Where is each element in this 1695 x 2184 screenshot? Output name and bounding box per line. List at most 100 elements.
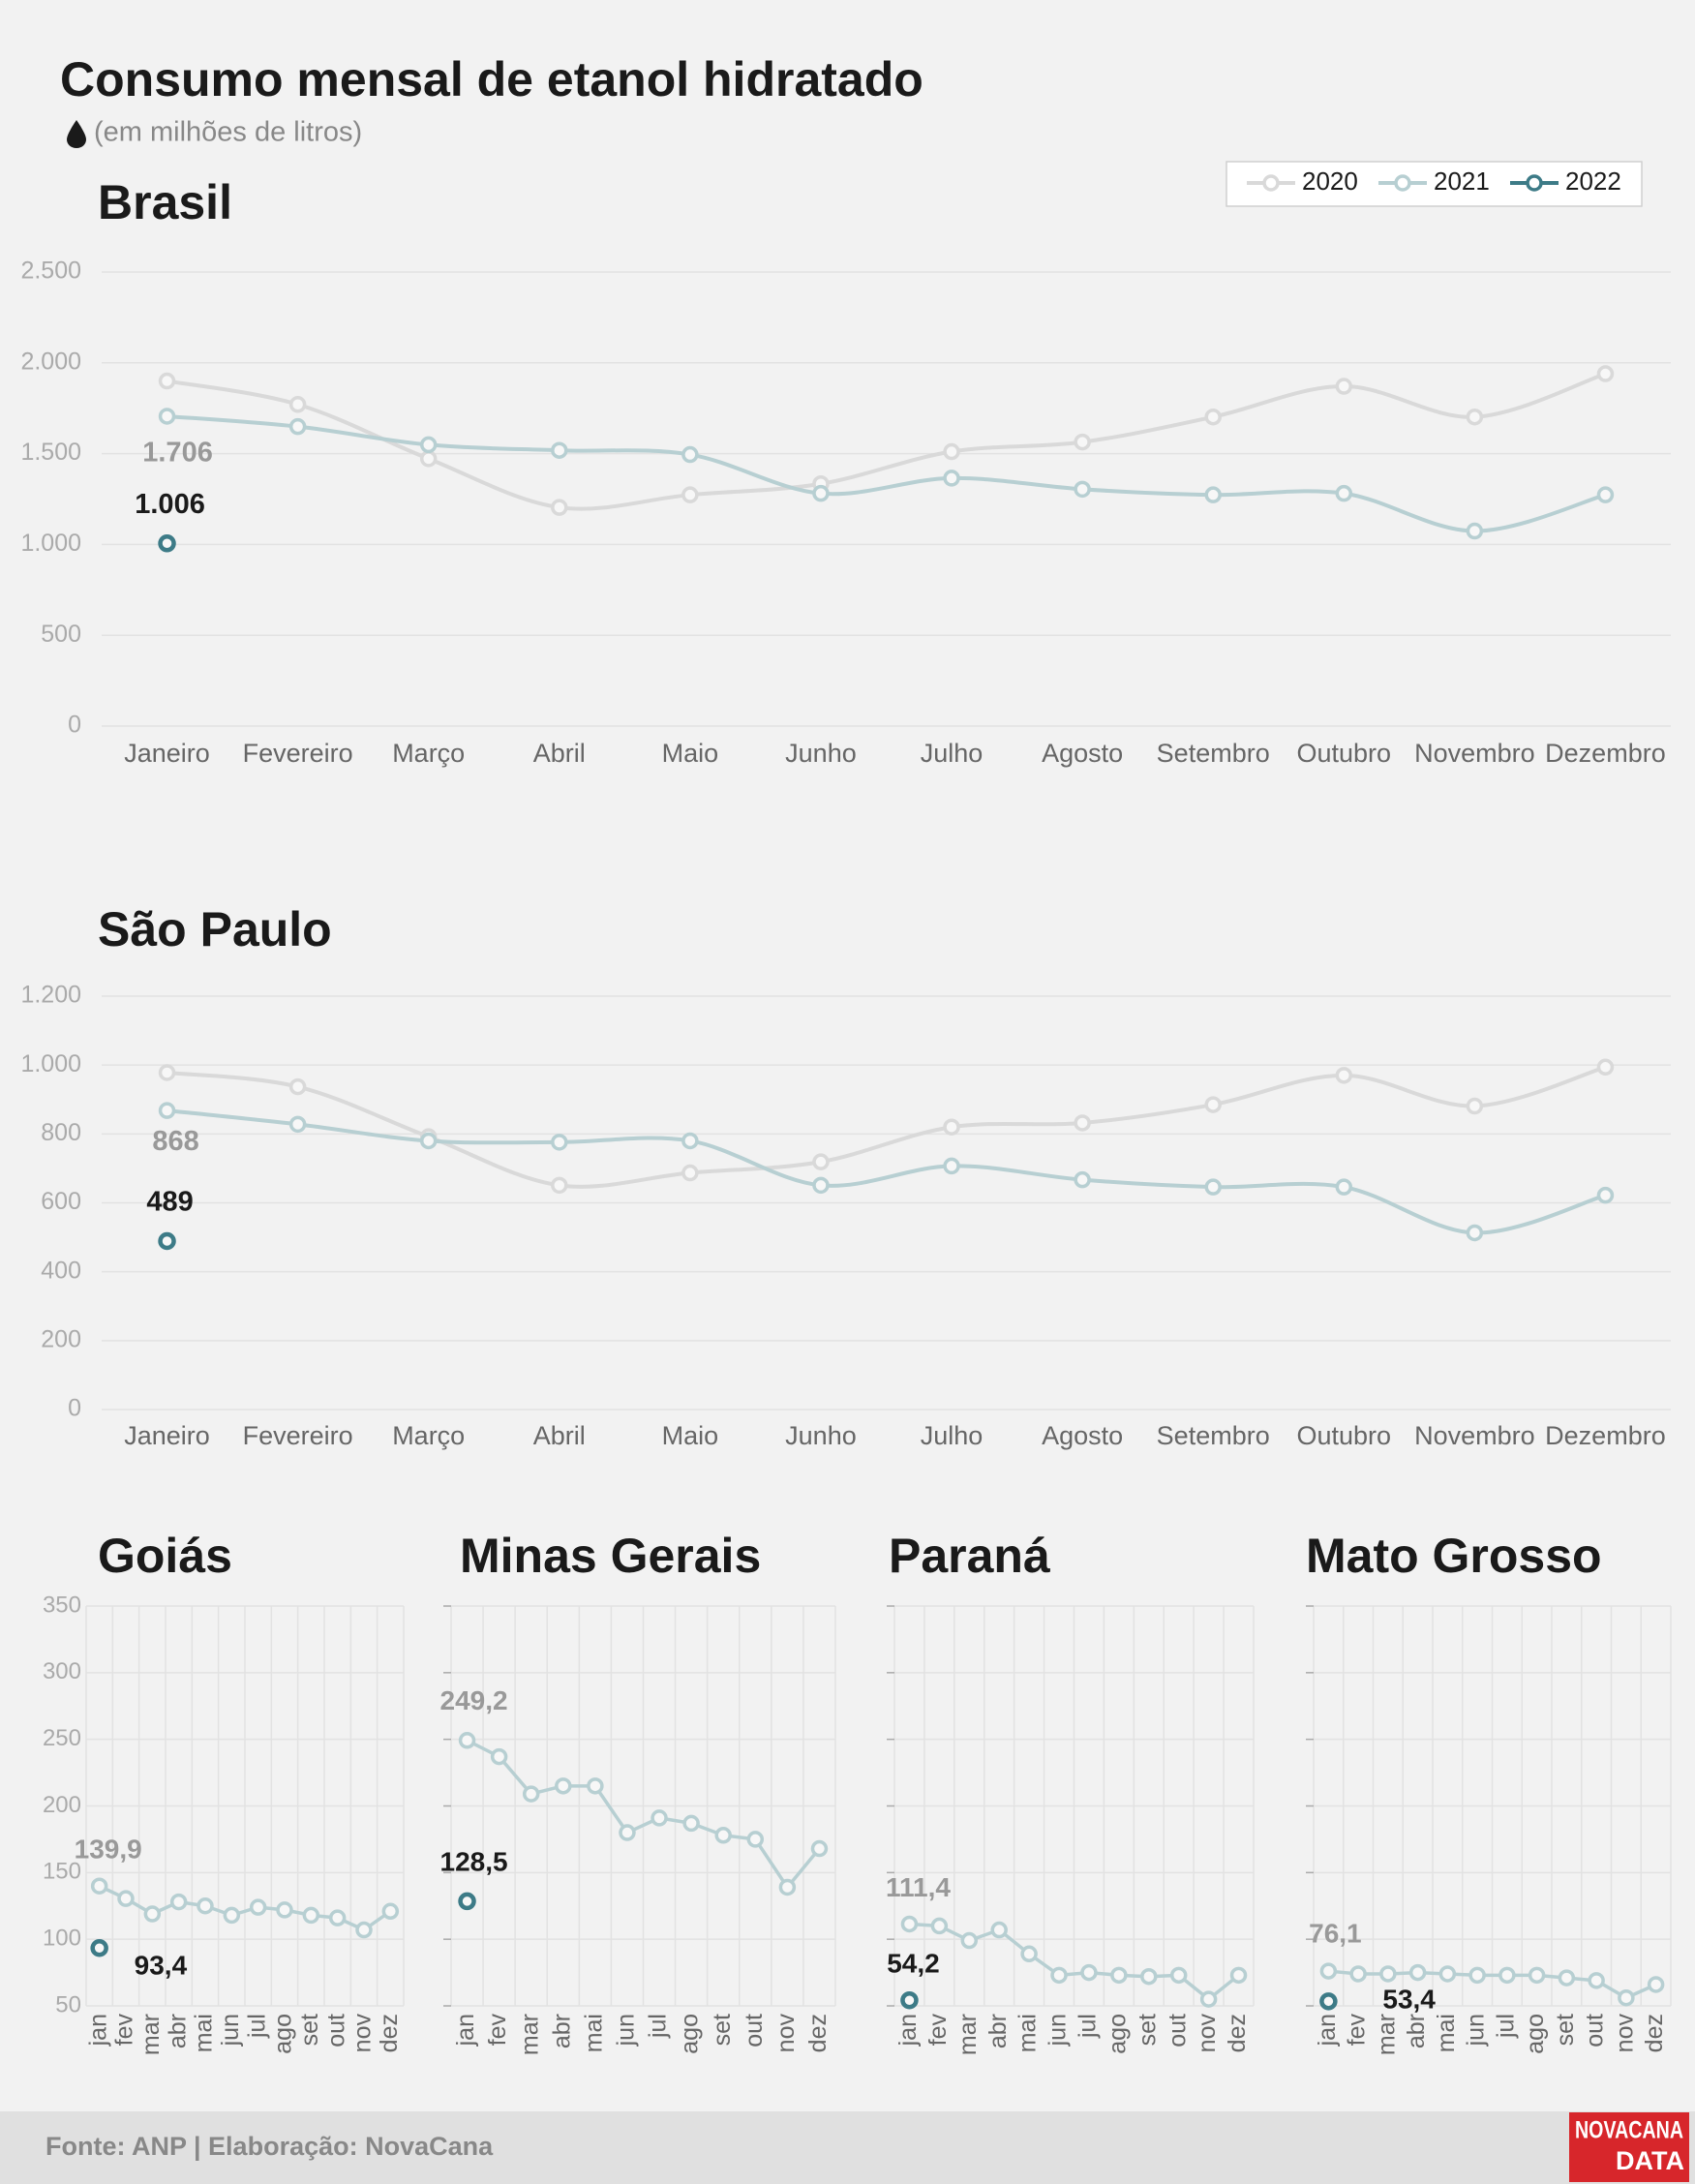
data-label: 54,2 bbox=[887, 1949, 940, 1979]
x-tick-label: Abril bbox=[533, 739, 586, 768]
data-point bbox=[1110, 1966, 1128, 1985]
x-tick-label: Maio bbox=[662, 739, 719, 768]
data-point bbox=[419, 1132, 438, 1150]
data-point bbox=[1596, 365, 1615, 382]
y-tick-label: 2.000 bbox=[20, 348, 81, 375]
y-tick-label: 50 bbox=[55, 1991, 81, 2017]
data-point bbox=[302, 1906, 320, 1925]
page-title: Consumo mensal de etanol hidratado bbox=[60, 52, 923, 106]
data-point bbox=[943, 442, 960, 461]
x-tick-label: Dezembro bbox=[1545, 1421, 1666, 1450]
x-tick-label: Outubro bbox=[1297, 1421, 1392, 1450]
x-tick-label: out bbox=[1164, 2014, 1191, 2048]
chart-title: Paraná bbox=[889, 1529, 1050, 1583]
footer-bar bbox=[0, 2111, 1695, 2184]
data-label: 868 bbox=[152, 1126, 198, 1157]
x-tick-label: Outubro bbox=[1297, 739, 1392, 768]
data-point bbox=[943, 1157, 960, 1175]
data-point bbox=[288, 1077, 307, 1096]
data-point bbox=[1335, 484, 1353, 502]
data-point bbox=[288, 396, 307, 413]
series-line bbox=[166, 1108, 1607, 1235]
legend-label: 2020 bbox=[1302, 167, 1358, 196]
data-point bbox=[1438, 1965, 1457, 1983]
data-point bbox=[1319, 1992, 1338, 2011]
data-label: 1.006 bbox=[135, 489, 205, 520]
data-point bbox=[778, 1878, 797, 1896]
y-tick-label: 1.000 bbox=[20, 1050, 81, 1077]
x-tick-label: Janeiro bbox=[124, 1421, 210, 1450]
chart-title: São Paulo bbox=[98, 902, 332, 956]
legend-marker bbox=[1394, 174, 1411, 192]
data-point bbox=[1335, 1178, 1353, 1196]
x-tick-label: dez bbox=[804, 2014, 832, 2052]
x-tick-label: fev bbox=[924, 2014, 952, 2047]
data-point bbox=[1204, 408, 1222, 426]
chart-title: Mato Grosso bbox=[1306, 1529, 1602, 1583]
x-tick-label: jan bbox=[1314, 2014, 1341, 2047]
data-point bbox=[288, 1115, 307, 1134]
chart-title: Goiás bbox=[98, 1529, 232, 1583]
series-line bbox=[166, 372, 1607, 511]
x-tick-label: Julho bbox=[921, 739, 984, 768]
x-tick-label: Março bbox=[392, 739, 465, 768]
x-tick-label: fev bbox=[484, 2014, 511, 2047]
data-point bbox=[1074, 1170, 1091, 1189]
data-point bbox=[681, 1164, 699, 1182]
logo-box bbox=[1569, 2112, 1689, 2182]
data-point bbox=[960, 1931, 979, 1950]
y-tick-label: 2.500 bbox=[20, 258, 81, 285]
x-tick-label: Maio bbox=[662, 1421, 719, 1450]
x-tick-label: dez bbox=[376, 2014, 403, 2052]
x-tick-label: Junho bbox=[785, 739, 857, 768]
x-tick-label: out bbox=[741, 2014, 768, 2048]
x-tick-label: nov bbox=[1194, 2014, 1221, 2053]
data-point bbox=[276, 1901, 293, 1919]
x-tick-label: abr bbox=[1403, 2014, 1430, 2048]
y-tick-label: 150 bbox=[43, 1859, 81, 1885]
data-point bbox=[158, 534, 176, 553]
data-point bbox=[930, 1917, 949, 1935]
data-point bbox=[812, 1176, 830, 1195]
data-point bbox=[1335, 378, 1353, 395]
x-tick-label: Setembro bbox=[1157, 1421, 1270, 1450]
data-point bbox=[1074, 480, 1091, 499]
data-point bbox=[288, 417, 307, 436]
drop-icon bbox=[67, 120, 86, 148]
x-tick-label: ago bbox=[1104, 2014, 1131, 2054]
x-tick-label: jul bbox=[243, 2014, 270, 2039]
logo-text: DATA bbox=[1616, 2146, 1684, 2175]
data-point bbox=[1596, 1186, 1615, 1204]
series-line bbox=[166, 413, 1606, 533]
data-point bbox=[1140, 1967, 1158, 1986]
data-point bbox=[1528, 1966, 1546, 1985]
x-tick-label: jan bbox=[84, 2014, 111, 2047]
x-tick-label: Novembro bbox=[1414, 739, 1535, 768]
data-point bbox=[1319, 1962, 1338, 1980]
data-point bbox=[651, 1809, 668, 1827]
series-line bbox=[166, 1065, 1607, 1189]
x-tick-label: Março bbox=[392, 1421, 465, 1450]
y-tick-label: 200 bbox=[41, 1325, 81, 1352]
chart-title: Minas Gerais bbox=[460, 1529, 761, 1583]
y-tick-label: 0 bbox=[68, 1395, 81, 1422]
data-point bbox=[1468, 1966, 1486, 1985]
data-point bbox=[197, 1897, 214, 1915]
chart-title: Brasil bbox=[98, 175, 232, 229]
x-tick-label: nov bbox=[772, 2014, 800, 2053]
data-point bbox=[551, 441, 568, 459]
x-tick-label: Fevereiro bbox=[243, 1421, 353, 1450]
x-tick-label: nov bbox=[349, 2014, 377, 2053]
data-point bbox=[1618, 1988, 1635, 2007]
data-point bbox=[1169, 1966, 1188, 1985]
y-tick-label: 300 bbox=[43, 1658, 81, 1684]
data-point bbox=[1588, 1972, 1605, 1989]
data-point bbox=[1204, 1178, 1222, 1196]
x-tick-label: set bbox=[296, 2014, 323, 2046]
legend-box bbox=[1226, 161, 1643, 207]
x-tick-label: jun bbox=[613, 2014, 640, 2047]
x-tick-label: mar bbox=[516, 2014, 543, 2055]
